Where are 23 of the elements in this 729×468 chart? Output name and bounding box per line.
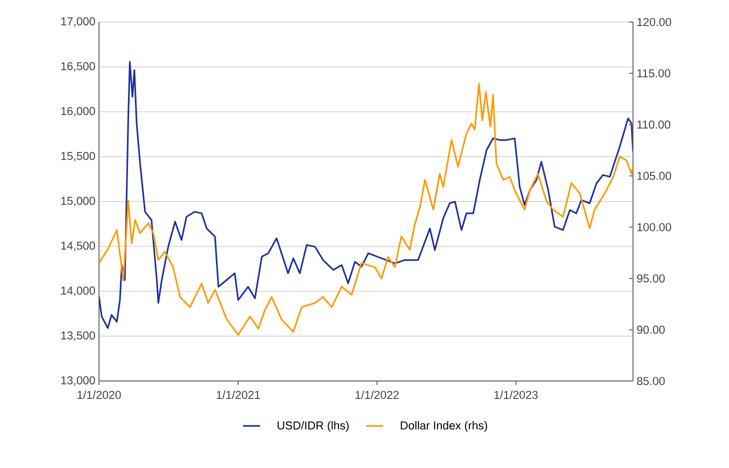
y-tick-label: 17,000 <box>61 17 96 27</box>
y2-tick-label: 120.00 <box>637 18 672 26</box>
y-tick-label: 14,500 <box>61 242 96 252</box>
y-tick-label: 14,000 <box>61 286 96 296</box>
y2-tick-label: 85.00 <box>637 376 665 386</box>
y2-tick-label: 105.00 <box>637 172 672 180</box>
y-tick-label: 13,500 <box>61 331 96 341</box>
x-tick-label: 1/1/2020 <box>78 390 121 399</box>
y-tick-label: 16,000 <box>61 107 96 116</box>
legend-label: Dollar Index (rhs) <box>400 421 488 432</box>
y2-tick-label: 110.00 <box>637 120 670 129</box>
y-tick-label: 15,500 <box>61 152 96 162</box>
legend-label: USD/IDR (lhs) <box>278 421 349 432</box>
y2-tick-label: 95.00 <box>637 274 665 282</box>
x-tick-label: 1/1/2021 <box>216 390 260 399</box>
y-tick-label: 16,500 <box>61 62 96 72</box>
y2-tick-label: 100.00 <box>637 223 672 232</box>
x-tick-label: 1/1/2022 <box>356 390 399 399</box>
y2-tick-label: 90.00 <box>637 326 665 334</box>
y-tick-label: 13,000 <box>61 376 96 386</box>
y-tick-label: 15,000 <box>61 196 96 206</box>
y2-tick-label: 115.00 <box>637 69 670 78</box>
x-tick-label: 1/1/2023 <box>494 390 538 399</box>
